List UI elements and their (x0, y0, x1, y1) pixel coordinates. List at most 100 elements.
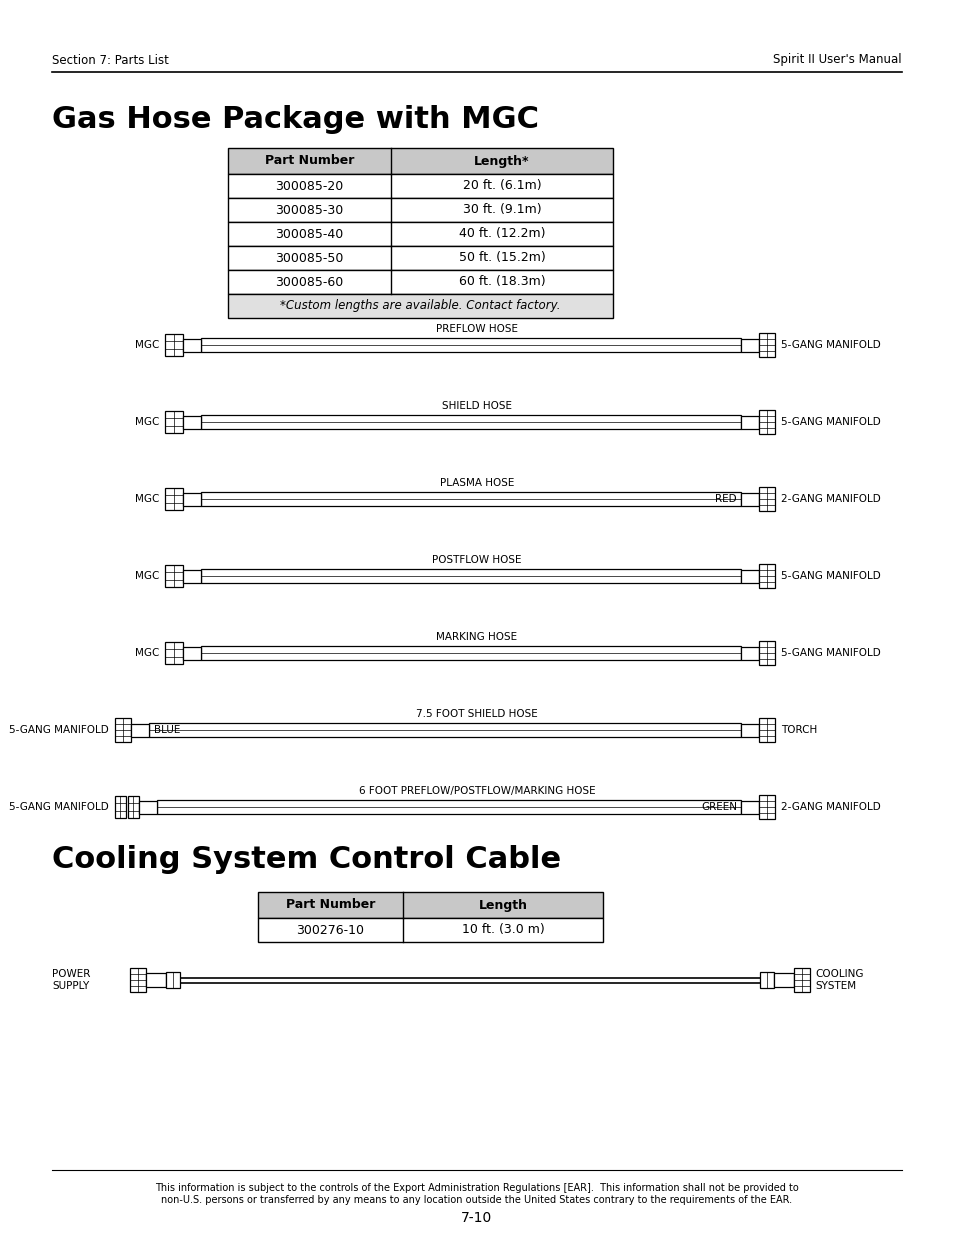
Text: 20 ft. (6.1m): 20 ft. (6.1m) (462, 179, 540, 193)
Bar (201, 415, 740, 429)
Text: TORCH: TORCH (781, 725, 817, 735)
Text: 5-GANG MANIFOLD: 5-GANG MANIFOLD (781, 340, 880, 350)
Text: 5-GANG MANIFOLD: 5-GANG MANIFOLD (781, 417, 880, 427)
Bar (165, 564, 183, 587)
Text: Part Number: Part Number (265, 154, 354, 168)
Text: 2-GANG MANIFOLD: 2-GANG MANIFOLD (781, 494, 880, 504)
Bar (760, 972, 773, 988)
Bar (201, 492, 740, 506)
Text: 10 ft. (3.0 m): 10 ft. (3.0 m) (461, 924, 544, 936)
Text: 50 ft. (15.2m): 50 ft. (15.2m) (458, 252, 545, 264)
Bar (165, 488, 183, 510)
Bar (201, 338, 740, 352)
Text: MGC: MGC (134, 571, 159, 580)
Text: Cooling System Control Cable: Cooling System Control Cable (52, 846, 560, 874)
Bar (131, 724, 149, 736)
Bar (157, 800, 740, 814)
Bar (183, 493, 201, 505)
Bar (793, 968, 809, 992)
Text: 300085-60: 300085-60 (275, 275, 343, 289)
Bar (740, 646, 759, 659)
Bar (759, 410, 774, 433)
Text: POSTFLOW HOSE: POSTFLOW HOSE (432, 555, 521, 564)
Text: 5-GANG MANIFOLD: 5-GANG MANIFOLD (10, 802, 109, 811)
Bar (228, 148, 613, 174)
Bar (165, 642, 183, 664)
Text: 5-GANG MANIFOLD: 5-GANG MANIFOLD (781, 648, 880, 658)
Bar (759, 718, 774, 742)
Bar (740, 800, 759, 814)
Text: Gas Hose Package with MGC: Gas Hose Package with MGC (52, 105, 538, 135)
Bar (149, 722, 740, 737)
Text: 30 ft. (9.1m): 30 ft. (9.1m) (462, 204, 540, 216)
Text: 7.5 FOOT SHIELD HOSE: 7.5 FOOT SHIELD HOSE (416, 709, 537, 719)
Bar (740, 569, 759, 583)
Bar (228, 174, 613, 198)
Bar (740, 338, 759, 352)
Bar (759, 795, 774, 819)
Bar (228, 246, 613, 270)
Bar (759, 333, 774, 357)
Bar (183, 338, 201, 352)
Text: Length*: Length* (474, 154, 529, 168)
Text: 6 FOOT PREFLOW/POSTFLOW/MARKING HOSE: 6 FOOT PREFLOW/POSTFLOW/MARKING HOSE (358, 785, 595, 797)
Text: COOLING
SYSTEM: COOLING SYSTEM (814, 969, 862, 990)
Bar (165, 411, 183, 433)
Text: *Custom lengths are available. Contact factory.: *Custom lengths are available. Contact f… (280, 300, 560, 312)
Bar (201, 646, 740, 659)
Text: MGC: MGC (134, 340, 159, 350)
Bar (228, 198, 613, 222)
Text: MGC: MGC (134, 648, 159, 658)
Bar (740, 724, 759, 736)
Bar (759, 641, 774, 664)
Bar (228, 222, 613, 246)
Bar (183, 569, 201, 583)
Bar (130, 968, 146, 992)
Bar (228, 294, 613, 317)
Text: Section 7: Parts List: Section 7: Parts List (52, 53, 169, 67)
Text: 5-GANG MANIFOLD: 5-GANG MANIFOLD (781, 571, 880, 580)
Bar (257, 892, 602, 918)
Text: GREEN: GREEN (700, 802, 737, 811)
Text: 300085-40: 300085-40 (275, 227, 343, 241)
Text: 300085-50: 300085-50 (275, 252, 343, 264)
Bar (166, 972, 180, 988)
Text: 40 ft. (12.2m): 40 ft. (12.2m) (458, 227, 545, 241)
Text: Spirit II User's Manual: Spirit II User's Manual (773, 53, 901, 67)
Bar (128, 797, 139, 818)
Text: 2-GANG MANIFOLD: 2-GANG MANIFOLD (781, 802, 880, 811)
Bar (773, 973, 793, 987)
Text: RED: RED (715, 494, 737, 504)
Text: Part Number: Part Number (286, 899, 375, 911)
Text: SHIELD HOSE: SHIELD HOSE (441, 401, 512, 411)
Bar (115, 718, 131, 742)
Text: 300276-10: 300276-10 (296, 924, 364, 936)
Bar (228, 270, 613, 294)
Text: 5-GANG MANIFOLD: 5-GANG MANIFOLD (10, 725, 109, 735)
Text: 7-10: 7-10 (461, 1212, 492, 1225)
Bar (740, 415, 759, 429)
Text: This information is subject to the controls of the Export Administration Regulat: This information is subject to the contr… (155, 1183, 798, 1204)
Bar (759, 564, 774, 588)
Text: MGC: MGC (134, 494, 159, 504)
Bar (183, 415, 201, 429)
Bar (115, 797, 126, 818)
Text: 300085-30: 300085-30 (275, 204, 343, 216)
Text: Length: Length (478, 899, 527, 911)
Text: 60 ft. (18.3m): 60 ft. (18.3m) (458, 275, 545, 289)
Text: PLASMA HOSE: PLASMA HOSE (439, 478, 514, 488)
Text: PREFLOW HOSE: PREFLOW HOSE (436, 324, 517, 333)
Bar (139, 800, 157, 814)
Bar (146, 973, 166, 987)
Text: POWER
SUPPLY: POWER SUPPLY (52, 969, 91, 990)
Bar (183, 646, 201, 659)
Bar (257, 918, 602, 942)
Text: 300085-20: 300085-20 (275, 179, 343, 193)
Text: BLUE: BLUE (153, 725, 180, 735)
Bar (201, 569, 740, 583)
Text: MGC: MGC (134, 417, 159, 427)
Text: MARKING HOSE: MARKING HOSE (436, 632, 517, 642)
Bar (165, 333, 183, 356)
Bar (740, 493, 759, 505)
Bar (759, 487, 774, 511)
